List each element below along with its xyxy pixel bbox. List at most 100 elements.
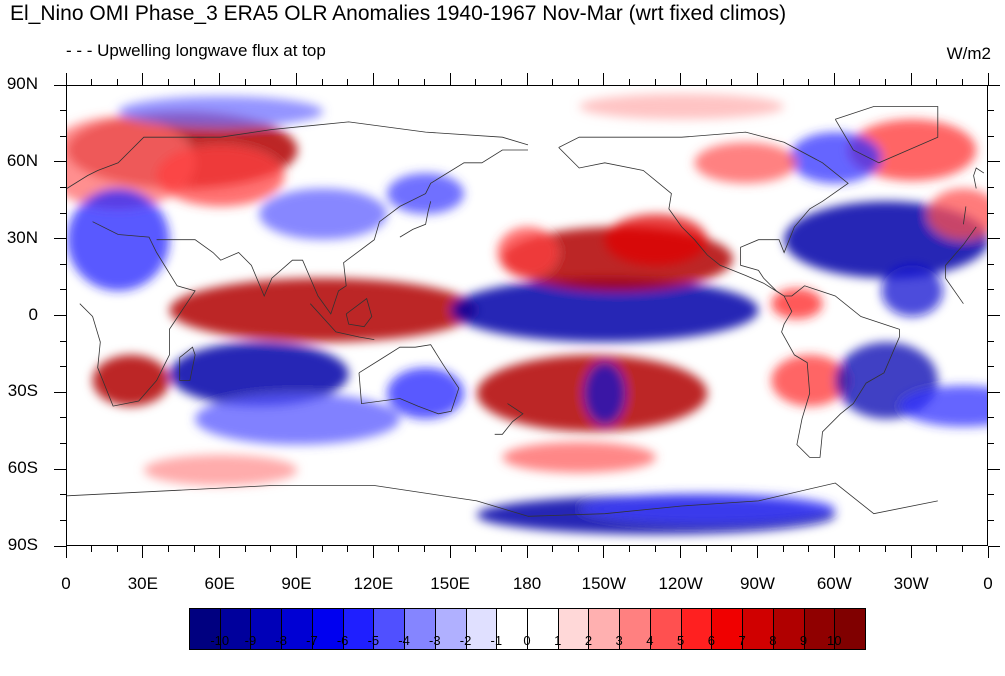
axis-tick	[167, 546, 169, 552]
axis-tick	[988, 494, 994, 496]
coastline	[781, 285, 900, 458]
axis-tick	[988, 238, 1000, 240]
axis-tick	[988, 391, 1000, 393]
colorbar-label: 5	[677, 633, 685, 648]
colorbar-label: 9	[799, 633, 808, 648]
coastline	[834, 106, 939, 164]
anomaly-texture	[584, 362, 626, 425]
axis-tick	[193, 546, 195, 552]
anomaly-texture	[579, 493, 836, 524]
axis-tick	[60, 340, 66, 342]
colorbar-label: 7	[738, 633, 746, 648]
axis-tick	[270, 79, 272, 85]
axis-tick	[988, 84, 1000, 86]
axis-tick	[988, 443, 994, 445]
axis-tick	[60, 443, 66, 445]
axis-tick	[347, 546, 349, 552]
lon-tick-label: 120W	[658, 574, 703, 593]
lon-tick-label: 180	[512, 574, 542, 593]
axis-tick	[988, 212, 994, 214]
anomaly-texture	[604, 214, 708, 266]
lat-tick-label: 60N	[6, 150, 38, 170]
axis-tick	[552, 79, 554, 85]
axis-tick	[552, 546, 554, 552]
axis-tick	[60, 263, 66, 265]
colorbar-swatch	[527, 608, 559, 650]
colorbar-label: -6	[336, 633, 349, 648]
colorbar-label: -9	[244, 633, 257, 648]
anomaly-texture	[67, 188, 170, 291]
anomaly-texture	[497, 226, 559, 279]
axis-tick	[885, 546, 887, 552]
lon-tick-label: 150W	[581, 574, 627, 593]
lon-tick-label: 60W	[816, 574, 852, 593]
colorbar-swatch	[619, 608, 651, 650]
axis-tick	[680, 73, 682, 85]
axis-tick	[142, 73, 144, 85]
lat-tick-label: 30N	[6, 227, 38, 247]
colorbar-label: -5	[367, 633, 380, 648]
coastline	[494, 403, 524, 435]
axis-tick	[654, 79, 656, 85]
axis-tick	[60, 519, 66, 521]
axis-tick	[988, 289, 994, 291]
lat-tick-label: 90N	[6, 74, 38, 93]
axis-tick	[603, 546, 605, 558]
axis-tick	[885, 79, 887, 85]
colorbar-label: -7	[306, 633, 318, 648]
lat-tick-label: 60S	[7, 458, 38, 478]
axis-tick	[54, 391, 66, 393]
axis-tick	[91, 546, 93, 552]
axis-tick	[296, 546, 297, 558]
axis-tick	[936, 546, 938, 552]
axis-tick	[859, 79, 861, 85]
lon-tick-label: 150E	[430, 574, 471, 593]
coastline	[399, 201, 432, 238]
axis-tick	[347, 79, 349, 85]
axis-tick	[424, 546, 426, 552]
colorbar-label: 2	[584, 633, 593, 648]
lon-tick-label: 0	[61, 574, 71, 593]
colorbar-label: -3	[429, 633, 441, 648]
axis-tick	[859, 546, 861, 552]
anomaly-texture	[899, 385, 987, 427]
axis-tick	[500, 546, 502, 552]
axis-tick	[988, 545, 1000, 547]
lat-tick-label: 30S	[7, 381, 38, 401]
anomaly-texture	[848, 119, 977, 181]
axis-tick	[500, 79, 502, 85]
units-label: W/m2	[946, 44, 991, 63]
coastline	[79, 221, 196, 407]
axis-tick	[628, 546, 630, 552]
colorbar-label: -4	[398, 633, 410, 648]
anomaly-region-negative	[169, 342, 349, 407]
anomaly-texture	[195, 393, 400, 445]
axis-tick	[91, 79, 93, 85]
axis-tick	[910, 73, 912, 85]
lon-tick-label: 0	[983, 574, 993, 593]
axis-tick	[398, 79, 400, 85]
axis-tick	[910, 546, 912, 558]
anomaly-texture	[387, 367, 464, 419]
anomaly-map	[66, 85, 988, 546]
axis-tick	[988, 519, 994, 521]
axis-tick	[577, 79, 579, 85]
axis-tick	[54, 84, 66, 86]
axis-tick	[244, 79, 246, 85]
coastline	[973, 167, 985, 189]
colorbar-label: 8	[769, 633, 777, 648]
axis-tick	[116, 546, 118, 552]
axis-tick	[398, 546, 400, 552]
colorbar-label: 1	[554, 633, 562, 648]
axis-tick	[988, 263, 994, 265]
axis-tick	[936, 79, 938, 85]
axis-tick	[167, 79, 169, 85]
axis-tick	[705, 546, 707, 552]
lat-tick-label: 90S	[7, 535, 38, 554]
axis-tick	[526, 546, 528, 558]
axis-tick	[987, 73, 989, 85]
coastline	[963, 206, 967, 225]
axis-tick	[988, 135, 994, 137]
coastline	[67, 485, 529, 517]
lon-tick-label: 60E	[204, 574, 235, 593]
